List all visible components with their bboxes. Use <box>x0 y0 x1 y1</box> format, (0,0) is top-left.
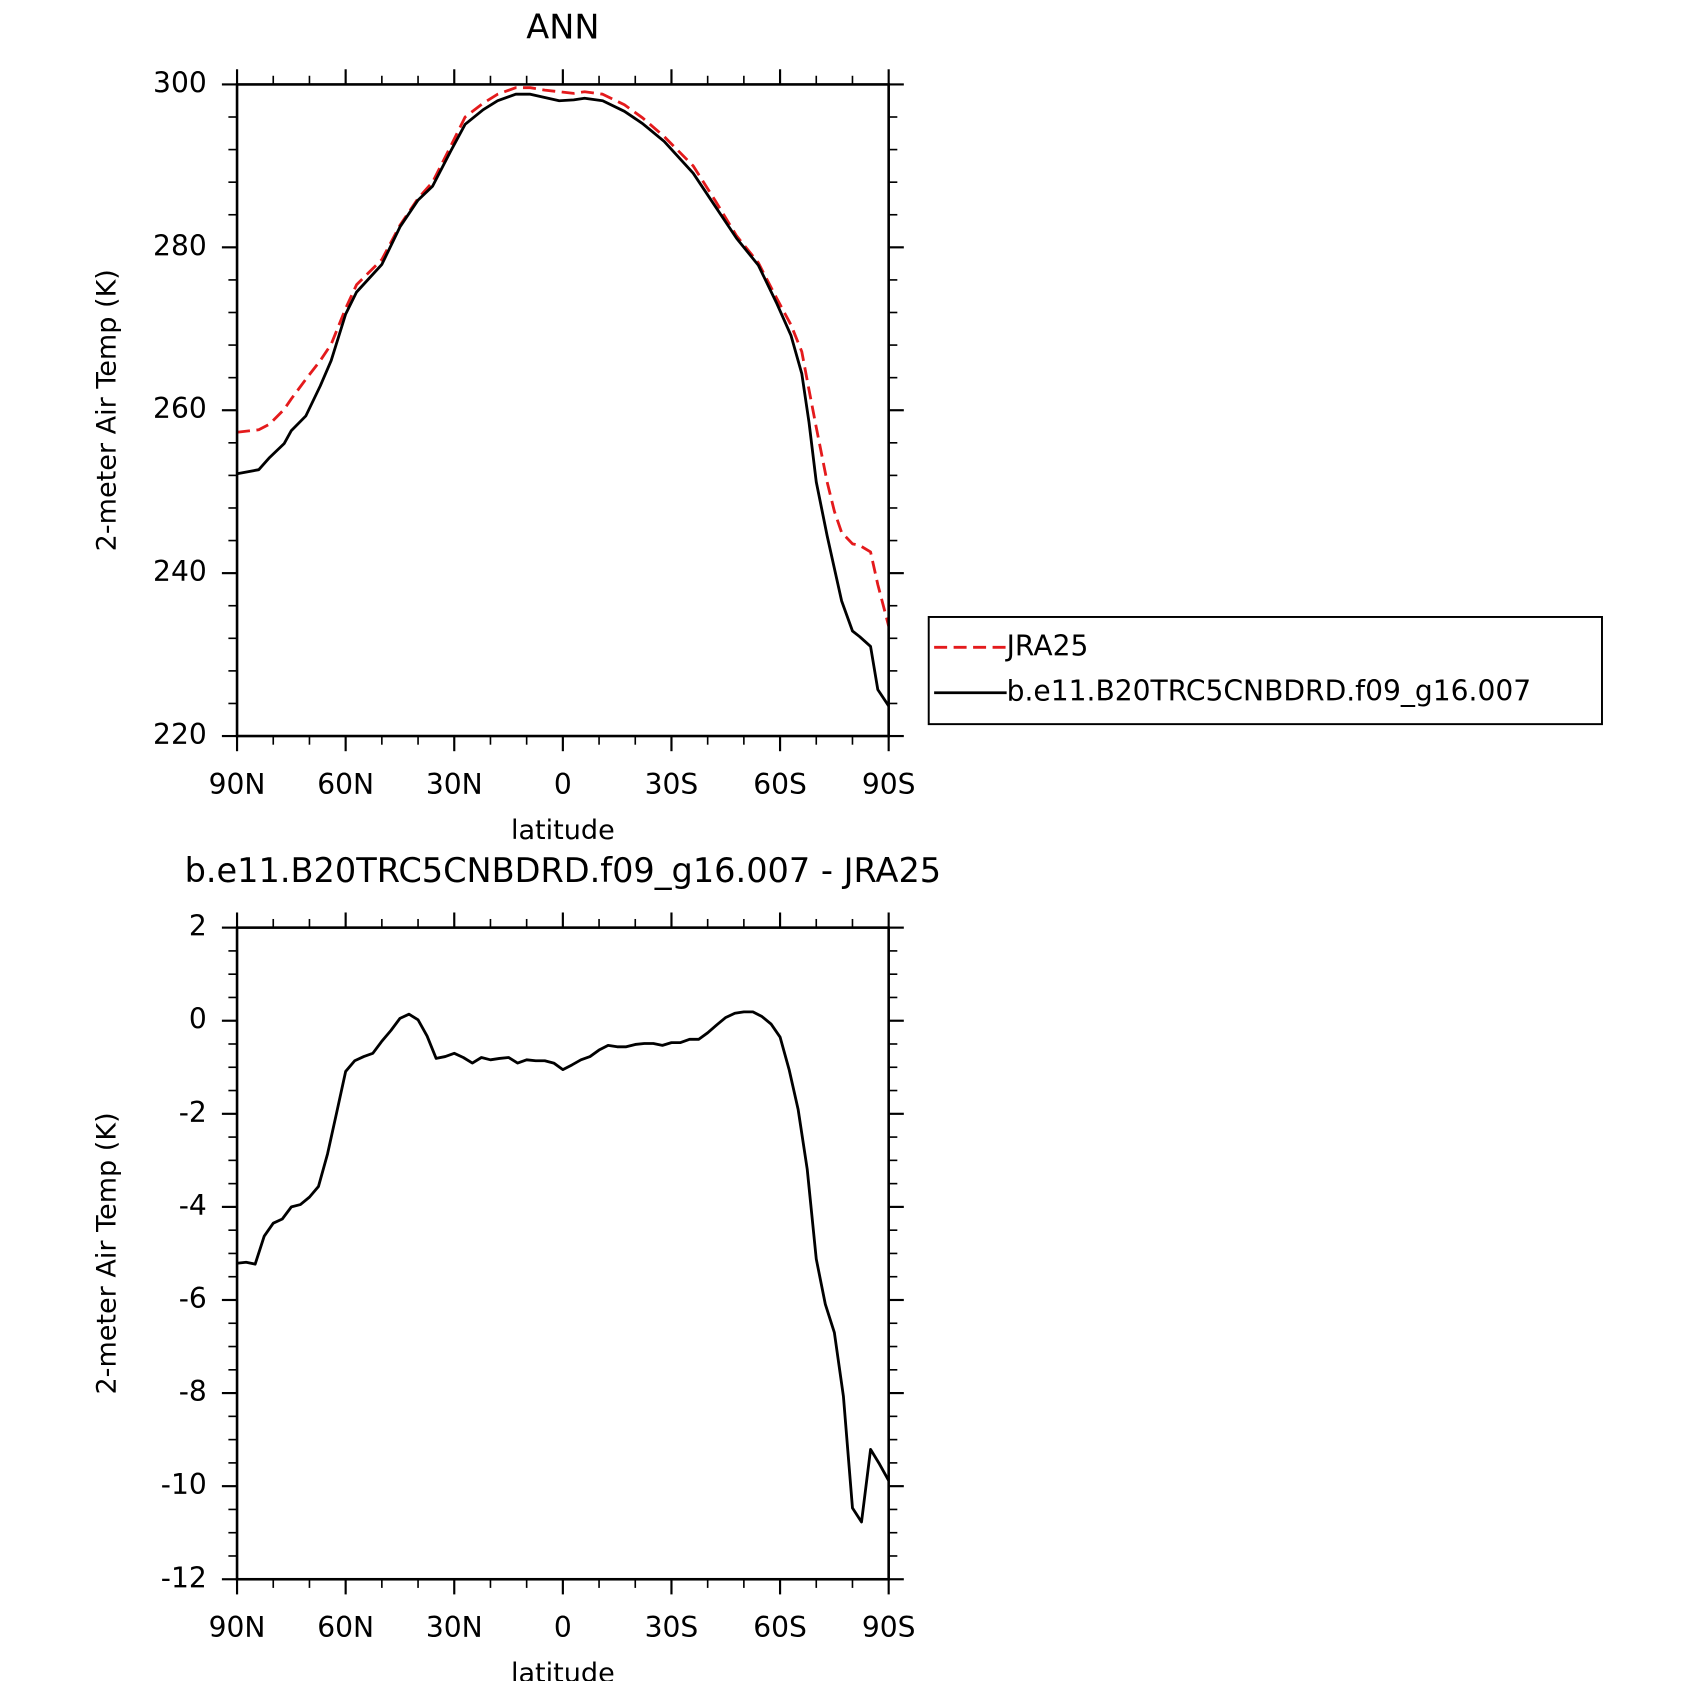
x-tick-label: 60N <box>317 768 374 801</box>
legend: JRA25 b.e11.B20TRC5CNBDRD.f09_g16.007 <box>927 616 1603 726</box>
x-tick-label: 90S <box>862 1611 916 1644</box>
y-tick-label: -6 <box>179 1282 207 1315</box>
chart-title: ANN <box>526 8 599 47</box>
x-tick-label: 30N <box>426 768 483 801</box>
legend-label: JRA25 <box>1005 629 1089 662</box>
y-tick-label: -2 <box>179 1096 207 1129</box>
x-tick-label: 60N <box>317 1611 374 1644</box>
legend-box <box>927 616 1603 726</box>
legend-label: b.e11.B20TRC5CNBDRD.f09_g16.007 <box>1007 675 1532 708</box>
y-axis-label: 2-meter Air Temp (K) <box>92 1112 123 1394</box>
x-axis-label: latitude <box>511 815 615 846</box>
x-tick-label: 60S <box>753 768 807 801</box>
x-tick-label: 30S <box>645 768 699 801</box>
series-line <box>236 1010 890 1524</box>
plot-frame <box>235 83 890 738</box>
y-tick-label: 260 <box>153 392 207 425</box>
x-tick-label: 30S <box>645 1611 699 1644</box>
y-tick-label: 2 <box>189 910 207 943</box>
chart-title: b.e11.B20TRC5CNBDRD.f09_g16.007 - JRA25 <box>185 851 942 890</box>
y-tick-label: 280 <box>153 229 207 262</box>
y-tick-label: 220 <box>153 718 207 751</box>
x-axis-label: latitude <box>511 1658 615 1681</box>
y-tick-label: -4 <box>179 1189 207 1222</box>
y-tick-label: 240 <box>153 555 207 588</box>
y-tick-label: -8 <box>179 1375 207 1408</box>
series-line <box>236 86 891 627</box>
x-tick-label: 0 <box>554 768 572 801</box>
x-tick-label: 90S <box>862 768 916 801</box>
y-tick-label: 300 <box>153 66 207 99</box>
y-tick-label: 0 <box>189 1003 207 1036</box>
x-tick-label: 0 <box>554 1611 572 1644</box>
x-tick-label: 60S <box>753 1611 807 1644</box>
y-tick-label: -10 <box>161 1468 207 1501</box>
x-tick-label: 90N <box>209 1611 266 1644</box>
x-tick-label: 30N <box>426 1611 483 1644</box>
plot-frame <box>235 926 890 1581</box>
series-line <box>236 92 890 707</box>
x-tick-label: 90N <box>209 768 266 801</box>
y-axis-label: 2-meter Air Temp (K) <box>92 269 123 551</box>
y-tick-label: -12 <box>161 1561 207 1594</box>
